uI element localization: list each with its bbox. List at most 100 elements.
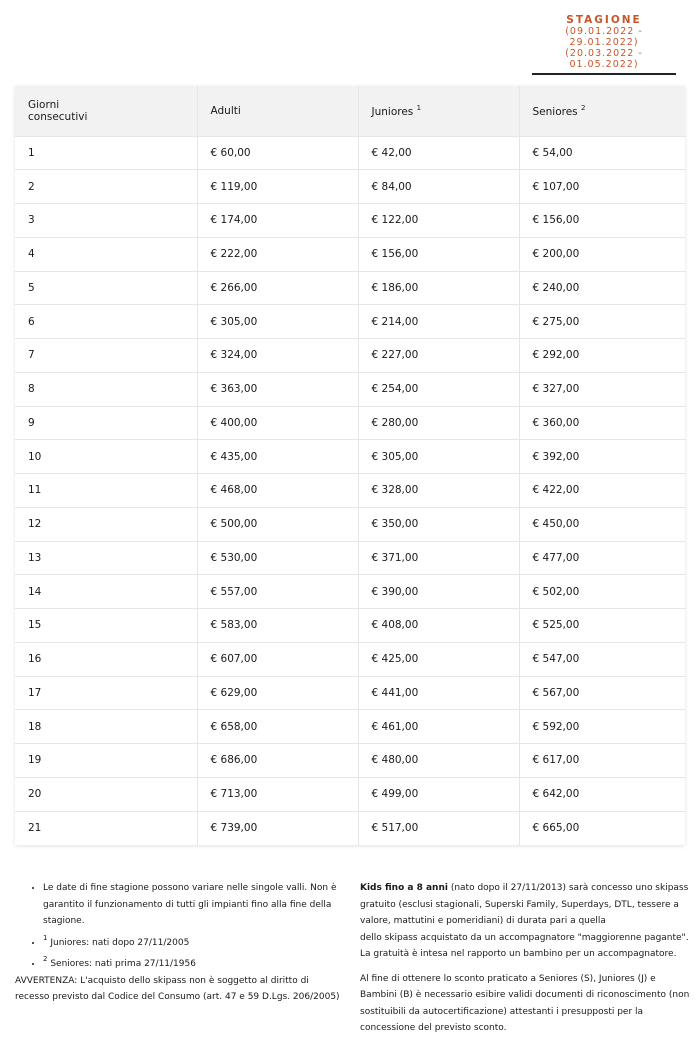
junior-price-cell: € 227,00	[357, 338, 519, 373]
junior-price-cell: € 480,00	[357, 743, 519, 778]
adult-price-cell: € 739,00	[196, 810, 358, 845]
adult-price-cell: € 400,00	[196, 405, 358, 440]
senior-price-cell: € 642,00	[518, 776, 685, 811]
column-header: Adulti	[196, 86, 358, 136]
senior-price-cell: € 525,00	[518, 608, 685, 643]
table-row: 17 € 629,00 € 441,00 € 567,00	[15, 675, 685, 710]
senior-price-cell: € 502,00	[518, 574, 685, 609]
junior-price-cell: € 156,00	[357, 236, 519, 271]
senior-price-cell: € 665,00	[518, 810, 685, 845]
table-row: 15 € 583,00 € 408,00 € 525,00	[15, 608, 685, 643]
senior-price-cell: € 107,00	[518, 169, 685, 204]
table-row: 2 € 119,00 € 84,00 € 107,00	[15, 169, 685, 204]
adult-price-cell: € 468,00	[196, 473, 358, 508]
junior-price-cell: € 408,00	[357, 608, 519, 643]
table-row: 8 € 363,00 € 254,00 € 327,00	[15, 371, 685, 406]
junior-price-cell: € 328,00	[357, 473, 519, 508]
kids-text: (nato dopo il 27/11/2013) sarà concesso …	[360, 883, 689, 926]
table-row: 1 € 60,00 € 42,00 € 54,00	[15, 135, 685, 170]
days-cell: 4	[15, 236, 197, 271]
column-header: Seniores 2	[518, 86, 685, 136]
junior-price-cell: € 499,00	[357, 776, 519, 811]
days-cell: 11	[15, 473, 197, 508]
adult-price-cell: € 500,00	[196, 506, 358, 541]
adult-price-cell: € 629,00	[196, 675, 358, 710]
season-title: STAGIONE	[566, 14, 642, 26]
note-item: 2 Seniores: nati prima 27/11/1956	[43, 951, 345, 973]
discount-paragraph: Al fine di ottenere lo sconto praticato …	[360, 973, 690, 1034]
junior-price-cell: € 254,00	[357, 371, 519, 406]
kids-text: dello skipass acquistato da un accompagn…	[360, 932, 689, 960]
junior-price-cell: € 214,00	[357, 304, 519, 339]
senior-price-cell: € 54,00	[518, 135, 685, 170]
notes-left: Le date di fine stagione possono variare…	[15, 880, 345, 1006]
adult-price-cell: € 174,00	[196, 203, 358, 238]
adult-price-cell: € 363,00	[196, 371, 358, 406]
table-row: 6 € 305,00 € 214,00 € 275,00	[15, 304, 685, 339]
senior-price-cell: € 240,00	[518, 270, 685, 305]
header-label: Giorni consecutivi	[28, 98, 88, 123]
header-label: Juniores	[371, 105, 414, 118]
table-row: 13 € 530,00 € 371,00 € 477,00	[15, 540, 685, 575]
table-row: 12 € 500,00 € 350,00 € 450,00	[15, 506, 685, 541]
notes-right: Kids fino a 8 anni (nato dopo il 27/11/2…	[360, 880, 690, 1037]
days-cell: 15	[15, 608, 197, 643]
senior-price-cell: € 592,00	[518, 709, 685, 744]
senior-price-cell: € 422,00	[518, 473, 685, 508]
senior-price-cell: € 617,00	[518, 743, 685, 778]
adult-price-cell: € 557,00	[196, 574, 358, 609]
senior-price-cell: € 477,00	[518, 540, 685, 575]
adult-price-cell: € 713,00	[196, 776, 358, 811]
senior-price-cell: € 392,00	[518, 439, 685, 474]
days-cell: 12	[15, 506, 197, 541]
warning-text: AVVERTENZA: L'acquisto dello skipass non…	[15, 975, 340, 1003]
kids-bold: Kids fino a 8 anni	[360, 883, 448, 893]
adult-price-cell: € 686,00	[196, 743, 358, 778]
header-label: Seniores	[532, 105, 578, 118]
junior-price-cell: € 84,00	[357, 169, 519, 204]
footnote-marker: 2	[43, 955, 48, 963]
table-row: 18 € 658,00 € 461,00 € 592,00	[15, 709, 685, 744]
season-range: (20.03.2022 - 01.05.2022)	[565, 48, 643, 70]
senior-price-cell: € 567,00	[518, 675, 685, 710]
kids-paragraph: Kids fino a 8 anni (nato dopo il 27/11/2…	[360, 880, 690, 963]
senior-price-cell: € 156,00	[518, 203, 685, 238]
note-item: Le date di fine stagione possono variare…	[43, 880, 345, 930]
table-row: 3 € 174,00 € 122,00 € 156,00	[15, 203, 685, 238]
days-cell: 5	[15, 270, 197, 305]
senior-price-cell: € 547,00	[518, 641, 685, 676]
days-cell: 6	[15, 304, 197, 339]
junior-price-cell: € 122,00	[357, 203, 519, 238]
footnote-marker: 1	[43, 933, 48, 942]
days-cell: 20	[15, 776, 197, 811]
adult-price-cell: € 530,00	[196, 540, 358, 575]
table-row: 11 € 468,00 € 328,00 € 422,00	[15, 473, 685, 508]
adult-price-cell: € 583,00	[196, 608, 358, 643]
adult-price-cell: € 607,00	[196, 641, 358, 676]
days-cell: 21	[15, 810, 197, 845]
junior-price-cell: € 371,00	[357, 540, 519, 575]
header-label: Adulti	[210, 104, 241, 117]
senior-price-cell: € 360,00	[518, 405, 685, 440]
days-cell: 13	[15, 540, 197, 575]
table-row: 4 € 222,00 € 156,00 € 200,00	[15, 236, 685, 271]
season-header: STAGIONE (09.01.2022 - 29.01.2022) (20.0…	[530, 14, 678, 75]
season-range: (09.01.2022 - 29.01.2022)	[565, 26, 643, 48]
junior-price-cell: € 461,00	[357, 709, 519, 744]
adult-price-cell: € 658,00	[196, 709, 358, 744]
junior-price-cell: € 280,00	[357, 405, 519, 440]
junior-price-cell: € 441,00	[357, 675, 519, 710]
senior-price-cell: € 327,00	[518, 371, 685, 406]
junior-price-cell: € 517,00	[357, 810, 519, 845]
adult-price-cell: € 222,00	[196, 236, 358, 271]
table-row: 7 € 324,00 € 227,00 € 292,00	[15, 338, 685, 373]
note-text: Le date di fine stagione possono variare…	[43, 883, 337, 926]
junior-price-cell: € 42,00	[357, 135, 519, 170]
price-table: Giorni consecutivi Adulti Juniores 1 Senior…	[15, 86, 685, 845]
adult-price-cell: € 60,00	[196, 135, 358, 170]
table-row: 20 € 713,00 € 499,00 € 642,00	[15, 776, 685, 811]
days-cell: 9	[15, 405, 197, 440]
column-header: Juniores 1	[357, 86, 519, 136]
note-text: Juniores: nati dopo 27/11/2005	[47, 937, 190, 948]
junior-price-cell: € 350,00	[357, 506, 519, 541]
